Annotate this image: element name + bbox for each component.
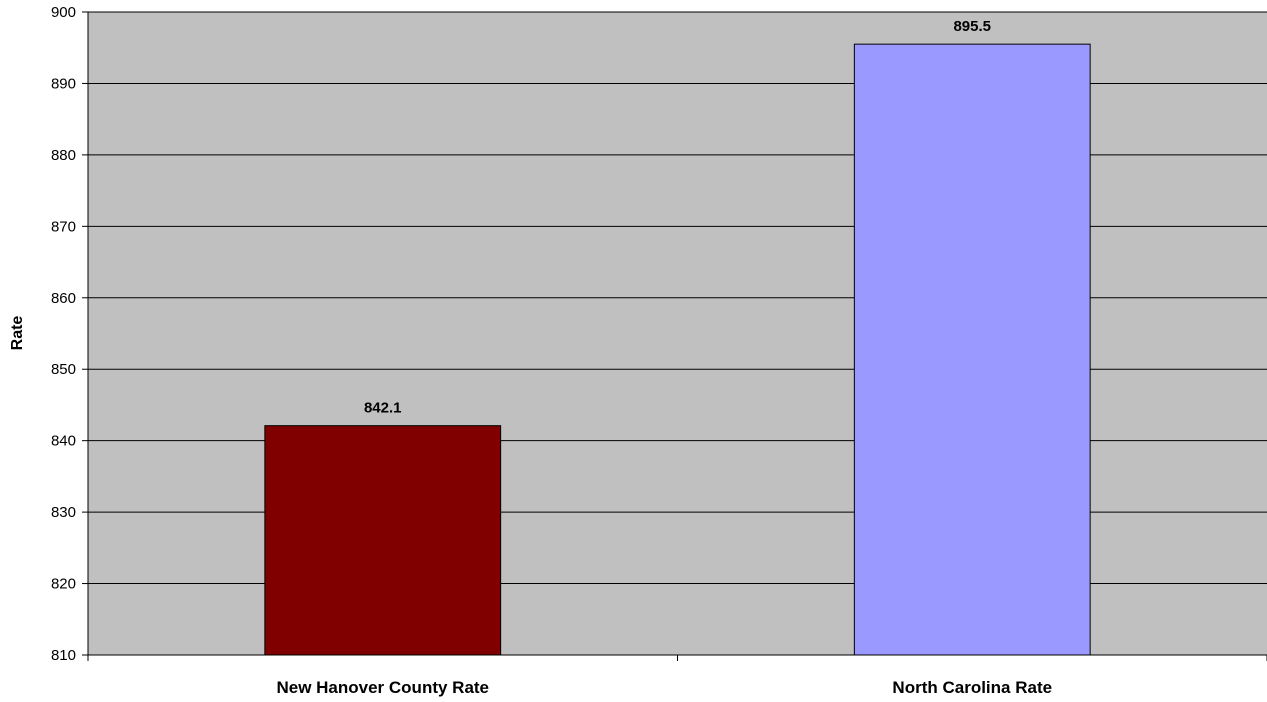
- y-tick-label: 900: [51, 4, 76, 21]
- y-tick-label: 840: [51, 433, 76, 450]
- y-axis-title: Rate: [9, 316, 26, 351]
- y-tick-label: 820: [51, 576, 76, 593]
- y-tick-label: 830: [51, 504, 76, 521]
- y-tick-label: 810: [51, 647, 76, 664]
- y-tick-label: 880: [51, 147, 76, 164]
- y-tick-label: 860: [51, 290, 76, 307]
- data-label: 895.5: [953, 18, 991, 35]
- data-labels: 842.1 895.5: [364, 18, 991, 417]
- bar-2: [853, 43, 1091, 656]
- y-tick-label: 850: [51, 361, 76, 378]
- y-tick-label: 890: [51, 75, 76, 92]
- y-tick-label: 870: [51, 218, 76, 235]
- category-labels: New Hanover County Rate North Carolina Ra…: [276, 678, 1052, 697]
- bars: [264, 43, 1091, 656]
- data-label: 842.1: [364, 400, 402, 417]
- category-label: New Hanover County Rate: [276, 678, 489, 697]
- x-axis: [87, 654, 1267, 661]
- y-axis: 810 820 830 840 850 860 870 880 890 900: [51, 4, 89, 664]
- bar-1: [264, 425, 502, 656]
- category-label: North Carolina Rate: [892, 678, 1052, 697]
